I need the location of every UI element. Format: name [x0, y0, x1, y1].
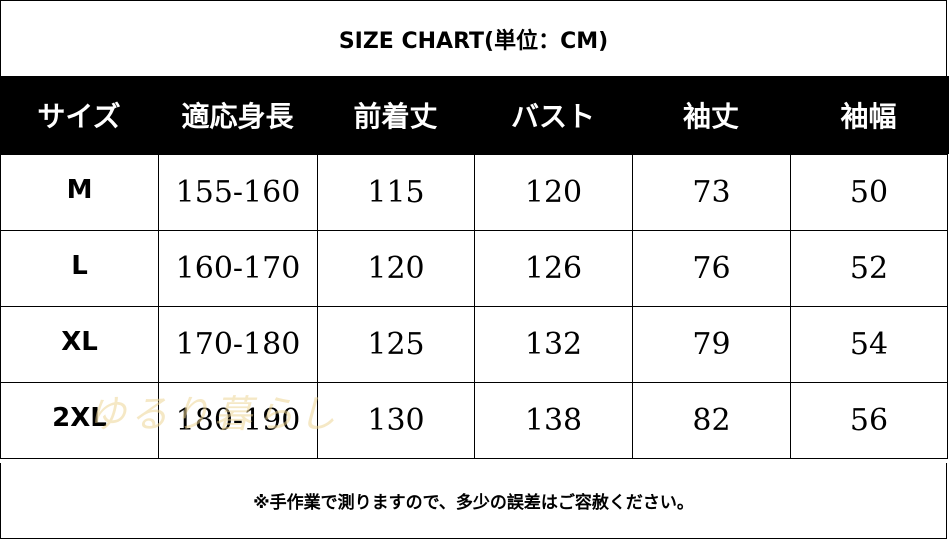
sleeve-width-cell: 50	[790, 154, 948, 231]
sleeve-width-cell: 52	[790, 230, 948, 307]
length-cell: 120	[317, 230, 475, 307]
length-cell: 125	[317, 306, 475, 383]
height-cell: 160-170	[158, 230, 318, 307]
sleeve-width-cell: 56	[790, 382, 948, 459]
sleeve-length-cell: 79	[632, 306, 791, 383]
measurement-note: ※手作業で測りますので、多少の誤差はご容赦ください。	[0, 463, 947, 539]
shop-watermark: ゆるり暮らし	[88, 392, 341, 436]
size-cell: L	[0, 230, 159, 307]
sleeve-width-cell: 54	[790, 306, 948, 383]
length-cell: 115	[317, 154, 475, 231]
header-length: 前着丈	[353, 100, 438, 133]
length-cell: 130	[317, 382, 475, 459]
height-cell: 170-180	[158, 306, 318, 383]
header-height: 適応身長	[181, 100, 294, 133]
sleeve-length-cell: 82	[632, 382, 791, 459]
size-table: M 155-160 115 120 73 50 L 160-170 120 12…	[0, 154, 948, 459]
header-bust: バスト	[510, 100, 595, 133]
bust-cell: 138	[474, 382, 633, 459]
size-cell: 2XL	[0, 382, 159, 459]
chart-title: SIZE CHART(単位：CM)	[0, 0, 947, 76]
bust-cell: 120	[474, 154, 633, 231]
bust-cell: 126	[474, 230, 633, 307]
table-row: 2XL 180-190 130 138 82 56	[0, 382, 948, 459]
size-cell: XL	[0, 306, 159, 383]
header-sleeve-width: 袖幅	[840, 100, 897, 133]
table-row: XL 170-180 125 132 79 54	[0, 306, 948, 383]
header-sleeve-length: 袖丈	[682, 100, 739, 133]
sleeve-length-cell: 73	[632, 154, 791, 231]
bust-cell: 132	[474, 306, 633, 383]
header-row: サイズ 適応身長 前着丈 バスト 袖丈 袖幅	[0, 76, 949, 154]
table-row: L 160-170 120 126 76 52	[0, 230, 948, 307]
height-cell: 155-160	[158, 154, 318, 231]
size-cell: M	[0, 154, 159, 231]
sleeve-length-cell: 76	[632, 230, 791, 307]
header-size: サイズ	[37, 100, 121, 133]
table-row: M 155-160 115 120 73 50	[0, 154, 948, 231]
